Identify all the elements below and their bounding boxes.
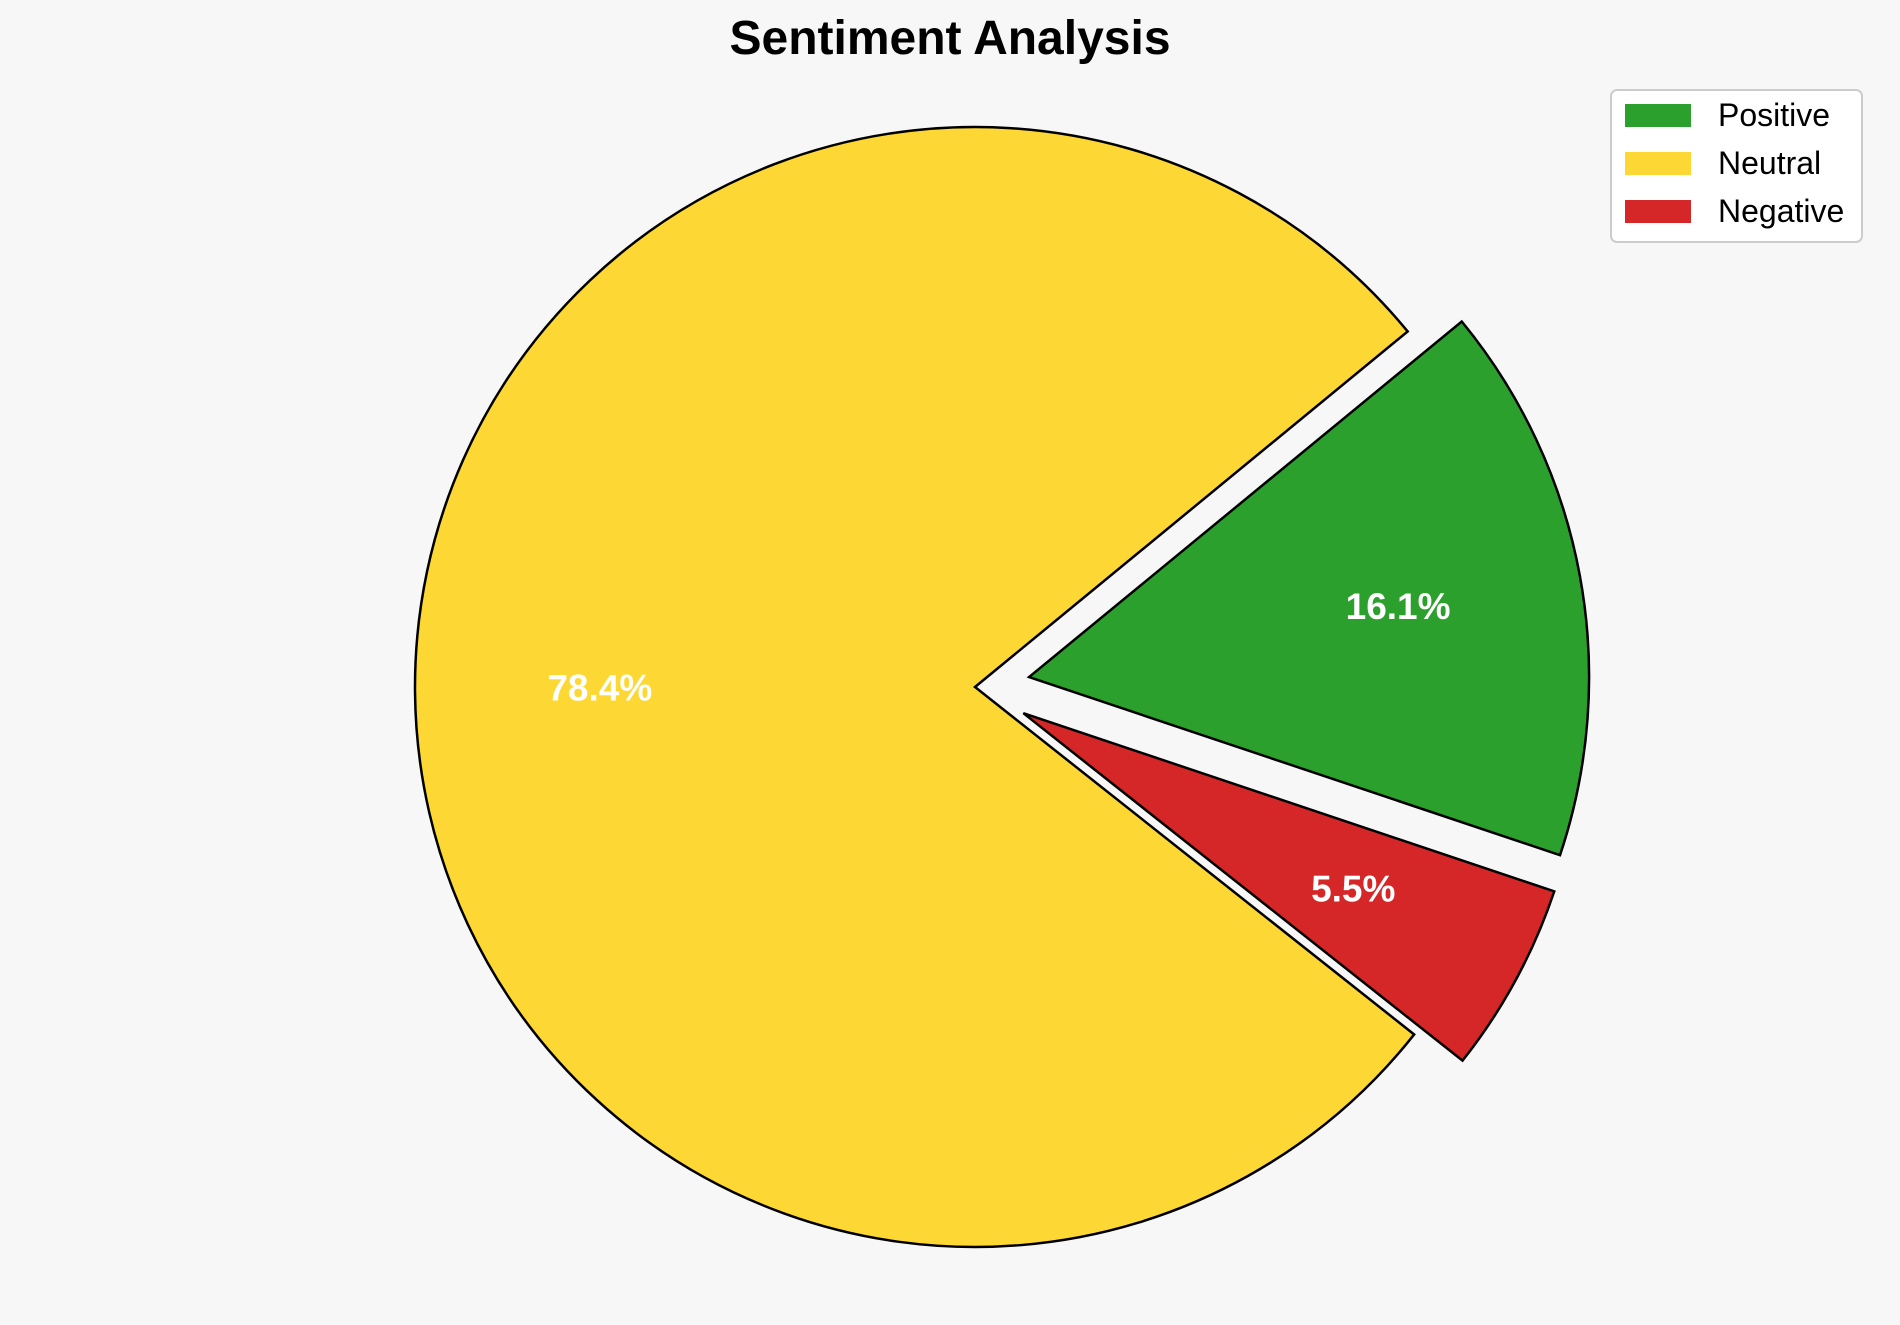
slice-label-negative: 5.5% bbox=[1311, 869, 1395, 910]
legend-swatch-positive bbox=[1625, 104, 1691, 127]
pie-slice-labels: 16.1% 78.4% 5.5% bbox=[547, 586, 1450, 910]
legend-swatch-negative bbox=[1625, 200, 1691, 223]
pie-slice-negative bbox=[1022, 712, 1556, 1063]
legend-label-positive: Positive bbox=[1718, 97, 1830, 133]
legend-label-negative: Negative bbox=[1718, 193, 1844, 229]
pie-slices bbox=[413, 125, 1591, 1249]
pie-slice-neutral bbox=[413, 125, 1416, 1249]
legend-label-neutral: Neutral bbox=[1718, 145, 1821, 181]
slice-label-positive: 16.1% bbox=[1346, 586, 1451, 627]
legend-swatch-neutral bbox=[1625, 152, 1691, 175]
legend: Positive Neutral Negative bbox=[1610, 89, 1863, 243]
chart-title: Sentiment Analysis bbox=[729, 12, 1170, 65]
slice-label-neutral: 78.4% bbox=[547, 667, 652, 708]
pie-slice-positive bbox=[1026, 319, 1591, 857]
